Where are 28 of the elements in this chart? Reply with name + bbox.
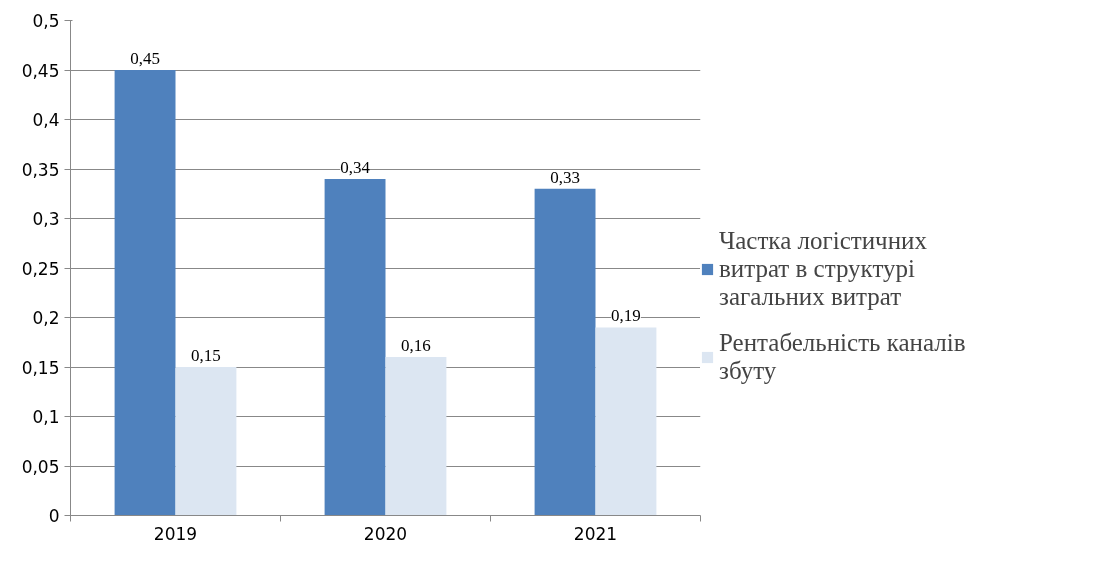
- y-tick-label: 0,05: [21, 456, 60, 477]
- y-tick-label: 0,1: [32, 407, 60, 427]
- legend-label: Частка логістичних витрат в структурі загальних витрат: [719, 227, 927, 311]
- text: 0,16: [401, 336, 431, 356]
- bar: [324, 178, 386, 516]
- x-tick-label: 2021: [573, 523, 618, 544]
- legend-label: Рентабельність каналів збуту: [719, 329, 966, 385]
- bar: [114, 70, 176, 516]
- text: 0,33: [550, 167, 580, 187]
- y-tick-label: 0,45: [21, 60, 60, 81]
- y-tick-label: 0,2: [32, 308, 60, 328]
- y-tick-label: 0: [48, 506, 60, 526]
- y-tick-label: 0,4: [32, 110, 60, 130]
- y-tick-label: 0,3: [32, 209, 60, 229]
- text: 0,19: [611, 306, 641, 326]
- bar: [595, 327, 657, 516]
- x-tick-label: 2019: [153, 523, 198, 544]
- text: 0,34: [340, 157, 370, 177]
- x-tick-label: 2020: [363, 523, 408, 544]
- text: 0,45: [130, 49, 160, 68]
- bar: [175, 367, 237, 516]
- bar: [534, 188, 596, 516]
- y-tick-label: 0,25: [21, 258, 60, 279]
- y-tick-label: 0,5: [32, 11, 60, 31]
- y-tick-label: 0,35: [21, 159, 60, 180]
- bar: [385, 357, 447, 516]
- text: 0,15: [191, 346, 221, 365]
- y-tick-label: 0,15: [21, 357, 60, 378]
